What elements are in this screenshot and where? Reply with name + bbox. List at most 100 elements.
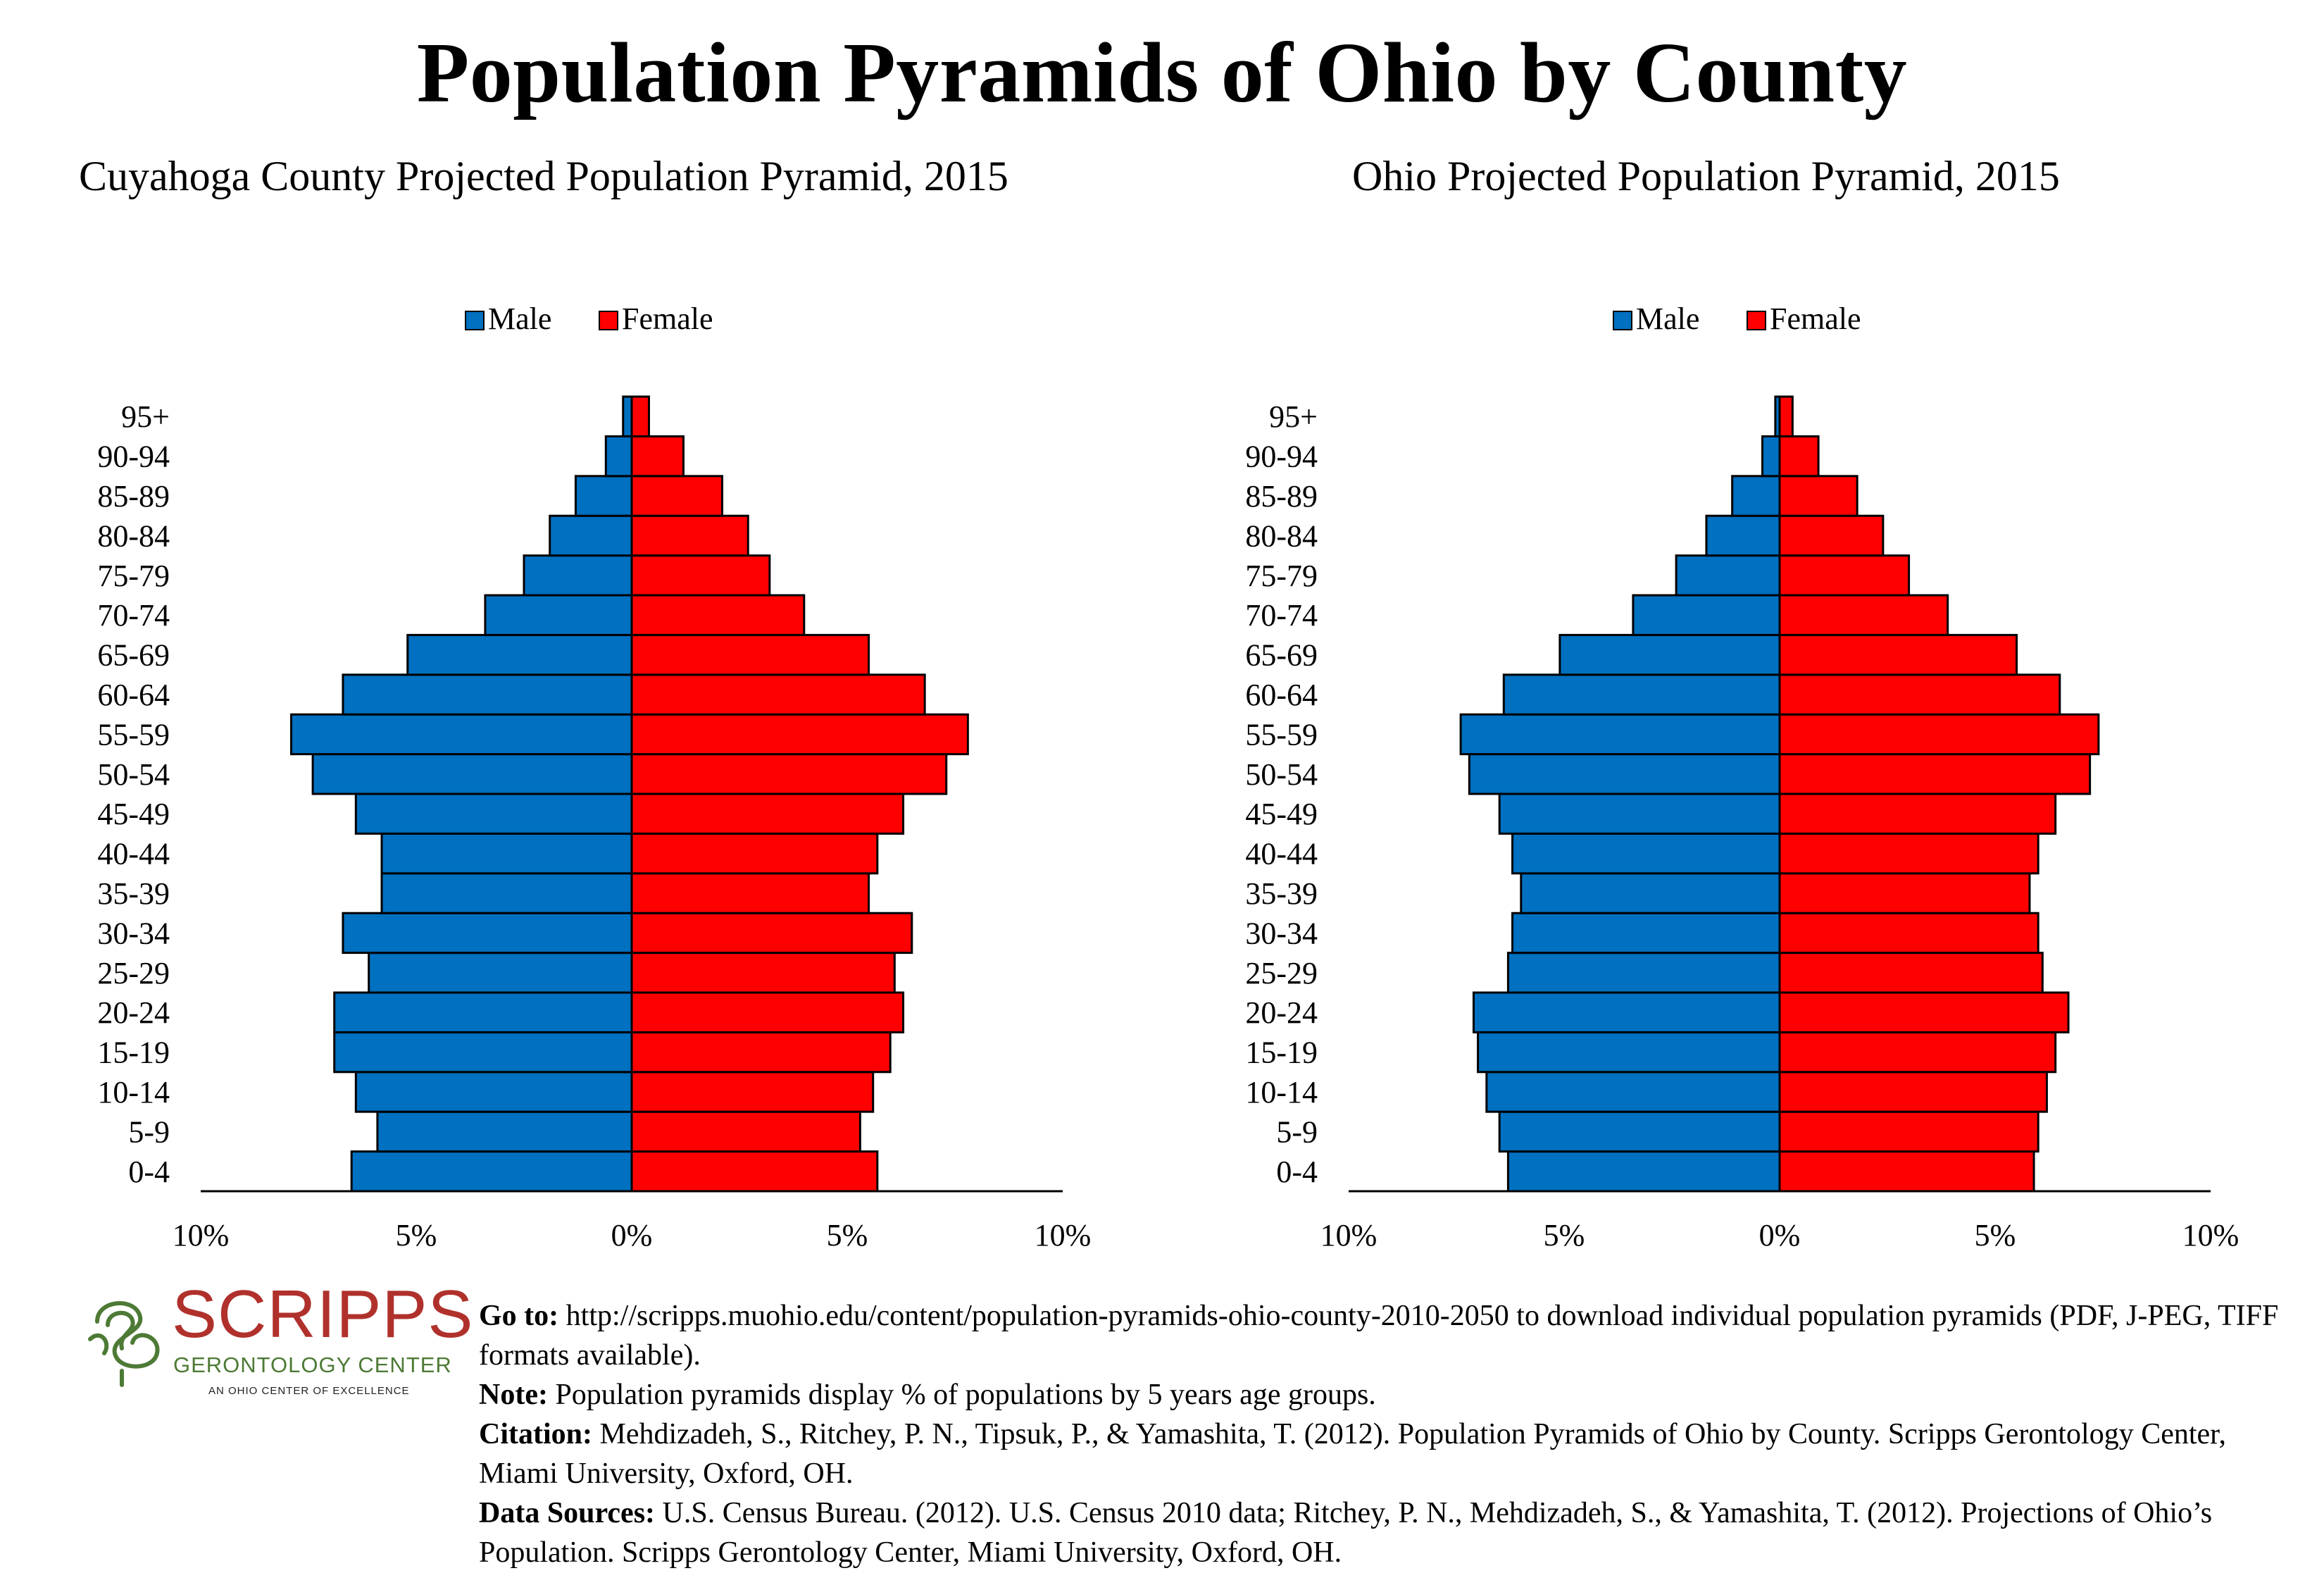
bar-male-30-34 — [1511, 912, 1781, 955]
category-label-20-24: 20-24 — [1245, 995, 1318, 1030]
category-label-70-74: 70-74 — [97, 598, 170, 633]
category-label-80-84: 80-84 — [97, 518, 170, 553]
bar-female-45-49 — [630, 792, 905, 835]
x-tick-label: 0% — [1759, 1218, 1801, 1253]
category-label-50-54: 50-54 — [97, 757, 170, 792]
category-label-15-19: 15-19 — [1245, 1036, 1318, 1070]
category-label-35-39: 35-39 — [1245, 876, 1318, 911]
bar-female-20-24 — [630, 991, 905, 1033]
category-label-95+: 95+ — [1269, 399, 1318, 434]
scripps-logo: SCRIPPS GERONTOLOGY CENTER AN OHIO CENTE… — [83, 1281, 473, 1409]
category-label-15-19: 15-19 — [97, 1036, 170, 1070]
category-label-75-79: 75-79 — [97, 559, 170, 593]
bar-male-90-94 — [1761, 435, 1781, 478]
bar-female-30-34 — [1778, 912, 2039, 955]
legend-label-male: Male — [1636, 302, 1699, 336]
bar-male-10-14 — [1485, 1071, 1781, 1113]
bar-female-60-64 — [1778, 673, 2061, 716]
logo-tagline: AN OHIO CENTER OF EXCELLENCE — [208, 1385, 410, 1397]
bar-female-70-74 — [630, 594, 806, 636]
x-tick-label: 5% — [1975, 1218, 2016, 1253]
bar-male-40-44 — [1511, 832, 1781, 875]
bar-male-45-49 — [1498, 792, 1781, 835]
bar-female-80-84 — [1778, 514, 1885, 557]
legend-swatch-male — [1613, 311, 1632, 330]
bar-female-75-79 — [1778, 554, 1911, 597]
bar-female-70-74 — [1778, 594, 1949, 636]
category-label-90-94: 90-94 — [1245, 440, 1318, 474]
bar-female-10-14 — [1778, 1071, 2048, 1113]
bar-male-20-24 — [333, 991, 633, 1033]
category-label-60-64: 60-64 — [97, 678, 170, 712]
bar-female-30-34 — [630, 912, 913, 955]
bar-female-90-94 — [1778, 435, 1820, 478]
bar-male-50-54 — [1468, 753, 1781, 795]
category-label-45-49: 45-49 — [97, 797, 170, 831]
chart-title-cuyahoga: Cuyahoga County Projected Population Pyr… — [79, 153, 1008, 199]
logo-wordmark: SCRIPPS — [172, 1276, 474, 1352]
category-label-50-54: 50-54 — [1245, 757, 1318, 792]
category-label-80-84: 80-84 — [1245, 518, 1318, 553]
category-label-5-9: 5-9 — [1276, 1114, 1318, 1149]
bar-female-65-69 — [630, 633, 870, 676]
pyramid-chart-cuyahoga: 0-4 5-9 10-14 15-19 20-24 25-29 30-34 35-39 40-4… — [97, 302, 1092, 1253]
bar-female-55-59 — [1778, 713, 2100, 756]
legend-swatch-female — [599, 311, 618, 330]
bar-female-25-29 — [630, 952, 896, 994]
category-label-5-9: 5-9 — [128, 1114, 170, 1149]
x-tick-label: 10% — [173, 1218, 230, 1253]
bar-male-45-49 — [354, 792, 633, 835]
bar-female-10-14 — [630, 1071, 875, 1113]
legend-label-female: Female — [622, 302, 713, 336]
bar-male-5-9 — [1498, 1110, 1781, 1153]
legend-label-female: Female — [1770, 302, 1861, 336]
scripps-swirl-icon — [88, 1301, 160, 1387]
legend-swatch-female — [1747, 311, 1766, 330]
category-label-25-29: 25-29 — [97, 956, 170, 990]
bar-male-15-19 — [1477, 1031, 1781, 1074]
bar-female-95+ — [630, 395, 650, 437]
category-label-85-89: 85-89 — [1245, 479, 1318, 514]
x-tick-label: 10% — [1035, 1218, 1092, 1253]
bar-male-90-94 — [604, 435, 633, 478]
chart-title-ohio: Ohio Projected Population Pyramid, 2015 — [1352, 153, 2060, 199]
bar-female-40-44 — [630, 832, 879, 875]
category-label-30-34: 30-34 — [97, 916, 170, 950]
category-label-65-69: 65-69 — [97, 638, 170, 673]
bar-female-40-44 — [1778, 832, 2039, 875]
bar-female-45-49 — [1778, 792, 2057, 835]
bar-male-70-74 — [1632, 594, 1781, 636]
bar-female-65-69 — [1778, 633, 2018, 676]
category-label-55-59: 55-59 — [1245, 717, 1318, 752]
bar-female-20-24 — [1778, 991, 2070, 1033]
category-label-0-4: 0-4 — [128, 1155, 170, 1189]
x-tick-label: 0% — [611, 1218, 653, 1253]
category-label-40-44: 40-44 — [97, 837, 170, 871]
legend-swatch-male — [465, 311, 485, 330]
bar-male-10-14 — [354, 1071, 633, 1113]
category-label-45-49: 45-49 — [1245, 797, 1318, 831]
bar-female-60-64 — [630, 673, 926, 716]
bar-male-85-89 — [1731, 475, 1781, 517]
bar-male-25-29 — [1506, 952, 1781, 994]
bar-female-15-19 — [1778, 1031, 2057, 1074]
category-label-30-34: 30-34 — [1245, 916, 1318, 950]
page-title: Population Pyramids of Ohio by County — [416, 25, 1908, 120]
bar-male-70-74 — [484, 594, 633, 636]
category-label-85-89: 85-89 — [97, 479, 170, 514]
category-label-75-79: 75-79 — [1245, 559, 1318, 593]
legend-label-male: Male — [488, 302, 551, 336]
x-tick-label: 5% — [1544, 1218, 1585, 1253]
x-tick-label: 5% — [827, 1218, 868, 1253]
category-label-35-39: 35-39 — [97, 876, 170, 911]
footnotes: Go to: http://scripps.muohio.edu/content… — [479, 1296, 2310, 1572]
category-label-10-14: 10-14 — [97, 1075, 170, 1110]
bar-female-90-94 — [630, 435, 685, 478]
note-line: Note: Population pyramids display % of p… — [479, 1379, 1376, 1411]
bar-male-30-34 — [342, 912, 633, 955]
category-label-65-69: 65-69 — [1245, 638, 1318, 673]
bar-female-75-79 — [630, 554, 771, 597]
bar-female-5-9 — [1778, 1110, 2039, 1153]
category-label-10-14: 10-14 — [1245, 1075, 1318, 1110]
category-label-95+: 95+ — [121, 399, 170, 434]
